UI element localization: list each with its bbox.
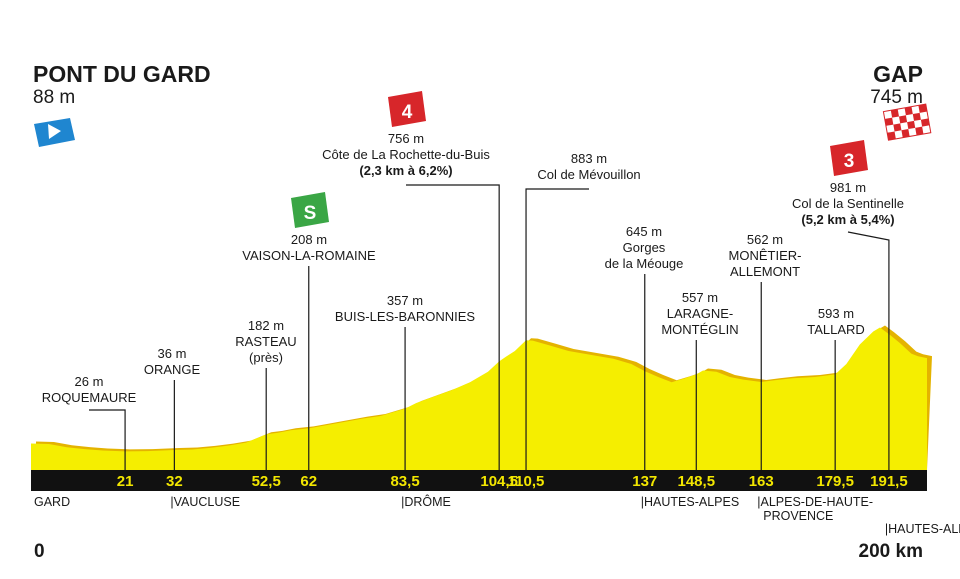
point-name: ORANGE — [144, 362, 201, 377]
point-name: ROQUEMAURE — [42, 390, 137, 405]
km-marker: 148,5 — [678, 473, 716, 490]
km-marker: 191,5 — [870, 473, 908, 490]
axis-end-label: 200 km — [859, 541, 923, 562]
point-altitude: 756 m — [388, 131, 424, 146]
department-label: GARD — [34, 495, 70, 509]
department-labels: GARD |VAUCLUSE |DRÔME |HAUTES-ALPES |ALPES-D… — [34, 494, 960, 536]
leader-lines — [89, 184, 890, 470]
point-altitude: 981 m — [830, 180, 866, 195]
climb-category-badge-icon: 3 — [830, 140, 868, 176]
start-flag-icon — [34, 118, 75, 147]
department-label: PROVENCE — [763, 509, 833, 523]
point-altitude: 182 m — [248, 318, 284, 333]
department-label: |ALPES-DE-HAUTE- — [757, 495, 873, 509]
point-altitude: 645 m — [626, 224, 662, 239]
profile-fill — [31, 327, 927, 470]
point-altitude: 357 m — [387, 293, 423, 308]
point-name: VAISON-LA-ROMAINE — [242, 248, 376, 263]
km-marker: 83,5 — [390, 473, 419, 490]
finish-name: GAP — [873, 61, 923, 87]
point-altitude: 208 m — [291, 232, 327, 247]
climb-category-badge-icon: 4 — [388, 91, 426, 127]
point-name: de la Méouge — [605, 256, 684, 271]
sprint-badge-icon: S — [291, 192, 329, 228]
department-label: |HAUTES-ALPES — [641, 495, 739, 509]
start-altitude: 88 m — [33, 87, 75, 108]
km-marker: 104,5 — [480, 473, 518, 490]
finish-checkered-flag-icon — [882, 103, 932, 141]
badge-label: 4 — [402, 102, 413, 123]
km-marker: 137 — [632, 473, 657, 490]
point-name: MONÊTIER- — [729, 248, 802, 263]
point-altitude: 883 m — [571, 151, 607, 166]
point-altitude: 593 m — [818, 306, 854, 321]
finish-altitude: 745 m — [870, 87, 923, 108]
point-name: BUIS-LES-BARONNIES — [335, 309, 475, 324]
climb-detail: (2,3 km à 6,2%) — [359, 163, 452, 178]
point-altitude: 562 m — [747, 232, 783, 247]
point-name: RASTEAU — [235, 334, 296, 349]
leader-line — [525, 188, 589, 470]
km-marker: 21 — [117, 473, 134, 490]
point-name: MONTÉGLIN — [661, 322, 738, 337]
climb-detail: (5,2 km à 5,4%) — [801, 212, 894, 227]
point-name: Col de la Sentinelle — [792, 196, 904, 211]
km-marker: 52,5 — [252, 473, 281, 490]
point-name: Gorges — [623, 240, 666, 255]
point-name: TALLARD — [807, 322, 865, 337]
point-name: ALLEMONT — [730, 264, 800, 279]
classification-badges: S 4 3 — [291, 91, 868, 228]
point-altitude: 557 m — [682, 290, 718, 305]
leader-line — [89, 409, 126, 470]
point-name: LARAGNE- — [667, 306, 733, 321]
point-name: Côte de La Rochette-du-Buis — [322, 147, 490, 162]
km-marker: 110,5 — [508, 473, 545, 490]
axis-start-label: 0 — [34, 541, 45, 562]
km-marker: 163 — [749, 473, 774, 490]
elevation-profile — [31, 325, 932, 470]
badge-label: 3 — [844, 151, 855, 172]
distance-bar — [31, 470, 927, 491]
point-altitude: 26 m — [75, 374, 104, 389]
leader-line — [406, 184, 500, 470]
point-altitude: 36 m — [158, 346, 187, 361]
point-name: Col de Mévouillon — [537, 167, 640, 182]
km-marker: 32 — [166, 473, 183, 490]
department-label: |VAUCLUSE — [170, 495, 240, 509]
point-name: (près) — [249, 350, 283, 365]
department-label: |HAUTES-ALPES — [885, 522, 960, 536]
km-marker: 62 — [300, 473, 317, 490]
department-label: |DRÔME — [401, 494, 451, 509]
start-name: PONT DU GARD — [33, 61, 211, 87]
km-marker: 179,5 — [816, 473, 854, 490]
leader-line — [847, 231, 890, 470]
badge-label: S — [304, 203, 317, 224]
